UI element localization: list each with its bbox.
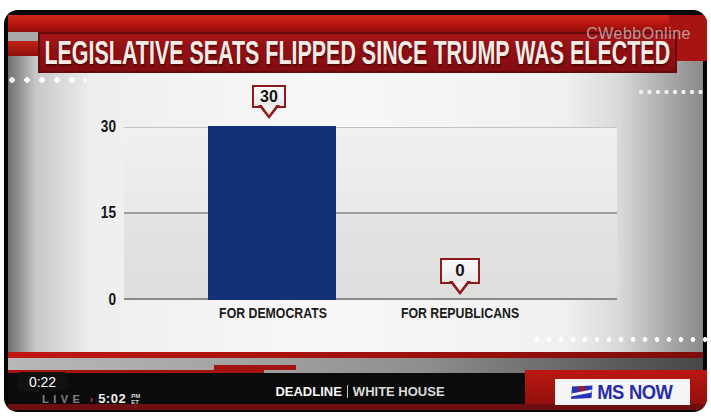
- y-axis-tick-30: 30: [70, 116, 116, 138]
- broadcast-frame: LEGISLATIVE SEATS FLIPPED SINCE TRUMP WA…: [8, 10, 703, 412]
- dots-decoration-bottom-right: [534, 336, 707, 344]
- gridline-15: [124, 212, 617, 214]
- show-title-white-house: WHITE HOUSE: [353, 384, 445, 399]
- msnow-logo: MSNOW: [555, 379, 690, 405]
- category-label-republicans: FOR REPUBLICANS: [378, 305, 542, 321]
- left-red-stripe: [8, 41, 38, 56]
- elapsed-time: 0:22: [29, 374, 56, 390]
- show-title-group: DEADLINE WHITE HOUSE: [255, 384, 465, 398]
- msnow-flag-icon: [570, 385, 594, 400]
- y-axis-tick-15: 15: [70, 202, 116, 224]
- clock-time: 5:02: [98, 391, 126, 406]
- headline-banner: LEGISLATIVE SEATS FLIPPED SINCE TRUMP WA…: [38, 32, 677, 73]
- chart-plot-area: [124, 127, 617, 300]
- bar-democrats: [208, 126, 336, 300]
- value-callout-democrats: 30: [252, 85, 286, 108]
- value-republicans: 0: [455, 261, 464, 281]
- headline-text: LEGISLATIVE SEATS FLIPPED SINCE TRUMP WA…: [45, 34, 671, 72]
- video-player[interactable]: LEGISLATIVE SEATS FLIPPED SINCE TRUMP WA…: [4, 10, 707, 412]
- time-zone-stack: PM ET: [131, 393, 140, 405]
- msnow-wordmark-ms: MS: [597, 381, 624, 404]
- left-gray-stripe: [8, 32, 38, 41]
- timezone-label: ET: [131, 399, 140, 405]
- category-label-democrats: FOR DEMOCRATS: [191, 305, 355, 321]
- chevron-icon: ›: [89, 393, 93, 405]
- y-axis-tick-0: 0: [70, 289, 116, 311]
- value-democrats: 30: [260, 88, 278, 106]
- live-time-group: LIVE › 5:02 PM ET: [42, 391, 140, 406]
- msnow-wordmark-now: NOW: [629, 381, 673, 404]
- video-elapsed-badge: 0:22: [17, 372, 68, 391]
- dots-decoration-top-left: [8, 76, 86, 85]
- value-callout-republicans: 0: [440, 258, 480, 284]
- show-title-deadline: DEADLINE: [275, 384, 341, 399]
- dots-decoration-top-right: [638, 89, 707, 96]
- live-label: LIVE: [42, 393, 84, 405]
- show-title-divider: [347, 385, 348, 398]
- watermark-text: CWebbOnline: [586, 25, 691, 43]
